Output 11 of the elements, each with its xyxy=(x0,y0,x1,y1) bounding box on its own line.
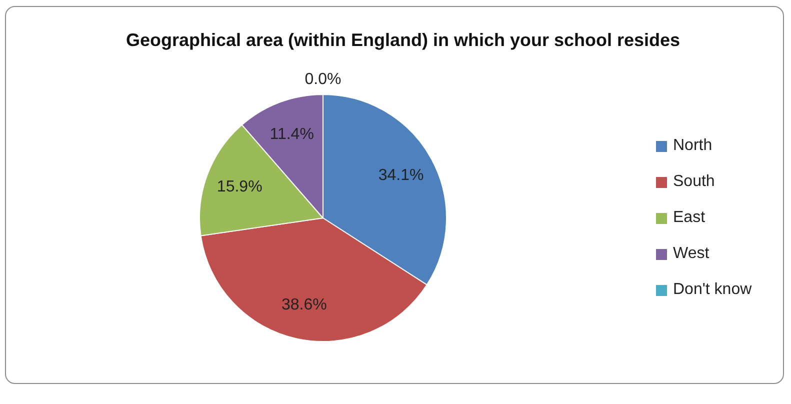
text: 0.0% xyxy=(304,71,342,88)
legend-label: North xyxy=(673,137,712,155)
data-label: 34.1% xyxy=(378,166,424,184)
data-label: 15.9% xyxy=(216,178,262,196)
chart-title: Geographical area (within England) in which your school resides xyxy=(124,30,682,51)
legend-label: Don't know xyxy=(673,281,752,299)
legend-label: East xyxy=(673,209,706,227)
legend-label: West xyxy=(673,245,710,263)
data-label: 38.6% xyxy=(281,296,327,314)
data-label: 11.4% xyxy=(270,126,314,144)
legend-label: South xyxy=(673,173,715,191)
